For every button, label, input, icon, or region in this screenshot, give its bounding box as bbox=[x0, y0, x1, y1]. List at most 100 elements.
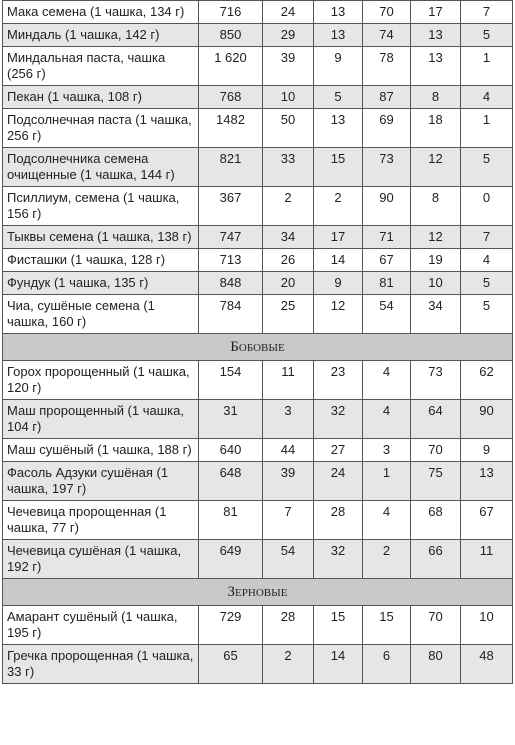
value-cell: 10 bbox=[262, 85, 314, 109]
product-name: Подсолнечная паста (1 чашка, 256 г) bbox=[2, 108, 199, 148]
value-cell: 154 bbox=[198, 360, 263, 400]
product-name: Фасоль Адзуки сушёная (1 чашка, 197 г) bbox=[2, 461, 199, 501]
table-row: Чиа, сушёные семена (1 чашка, 160 г) 784 2… bbox=[2, 294, 513, 334]
product-name: Миндаль (1 чашка, 142 г) bbox=[2, 23, 199, 47]
value-cell: 6 bbox=[362, 644, 411, 684]
table-row: Тыквы семена (1 чашка, 138 г) 747 34 17 71 12… bbox=[2, 225, 513, 249]
value-cell: 649 bbox=[198, 539, 263, 579]
product-name: Чиа, сушёные семена (1 чашка, 160 г) bbox=[2, 294, 199, 334]
value-cell: 13 bbox=[460, 461, 513, 501]
value-cell: 80 bbox=[410, 644, 461, 684]
value-cell: 75 bbox=[410, 461, 461, 501]
value-cell: 74 bbox=[362, 23, 411, 47]
value-cell: 33 bbox=[262, 147, 314, 187]
value-cell: 13 bbox=[313, 108, 363, 148]
table-row: Подсолнечная паста (1 чашка, 256 г) 1482 5… bbox=[2, 108, 513, 148]
value-cell: 39 bbox=[262, 461, 314, 501]
value-cell: 20 bbox=[262, 271, 314, 295]
value-cell: 640 bbox=[198, 438, 263, 462]
value-cell: 39 bbox=[262, 46, 314, 86]
product-name: Подсолнечника семена очищенные (1 чашка,… bbox=[2, 147, 199, 187]
product-name: Тыквы семена (1 чашка, 138 г) bbox=[2, 225, 199, 249]
value-cell: 90 bbox=[460, 399, 513, 439]
product-name: Маш пророщенный (1 чашка, 104 г) bbox=[2, 399, 199, 439]
value-cell: 31 bbox=[198, 399, 263, 439]
value-cell: 2 bbox=[262, 644, 314, 684]
table-row: Мака семена (1 чашка, 134 г) 716 24 13 70 17 7 bbox=[2, 0, 513, 24]
value-cell: 81 bbox=[362, 271, 411, 295]
table-row: Подсолнечника семена очищенные (1 чашка,… bbox=[2, 147, 513, 187]
value-cell: 10 bbox=[410, 271, 461, 295]
value-cell: 1 620 bbox=[198, 46, 263, 86]
value-cell: 67 bbox=[460, 500, 513, 540]
value-cell: 73 bbox=[410, 360, 461, 400]
value-cell: 0 bbox=[460, 186, 513, 226]
value-cell: 19 bbox=[410, 248, 461, 272]
value-cell: 9 bbox=[313, 46, 363, 86]
section-title: Зерновые bbox=[2, 578, 513, 606]
value-cell: 90 bbox=[362, 186, 411, 226]
table-row: Пекан (1 чашка, 108 г) 768 10 5 87 8 4 bbox=[2, 85, 513, 109]
value-cell: 784 bbox=[198, 294, 263, 334]
table-row: Миндаль (1 чашка, 142 г) 850 29 13 74 13 5 bbox=[2, 23, 513, 47]
value-cell: 48 bbox=[460, 644, 513, 684]
value-cell: 9 bbox=[460, 438, 513, 462]
product-name: Чечевица сушёная (1 чашка, 192 г) bbox=[2, 539, 199, 579]
value-cell: 4 bbox=[362, 360, 411, 400]
value-cell: 32 bbox=[313, 399, 363, 439]
value-cell: 14 bbox=[313, 248, 363, 272]
value-cell: 13 bbox=[410, 23, 461, 47]
value-cell: 11 bbox=[262, 360, 314, 400]
section-title: Бобовые bbox=[2, 333, 513, 361]
value-cell: 3 bbox=[262, 399, 314, 439]
value-cell: 4 bbox=[362, 500, 411, 540]
value-cell: 28 bbox=[262, 605, 314, 645]
value-cell: 69 bbox=[362, 108, 411, 148]
table-row: Фундук (1 чашка, 135 г) 848 20 9 81 10 5 bbox=[2, 271, 513, 295]
table-body: Мака семена (1 чашка, 134 г) 716 24 13 70 17 7… bbox=[2, 0, 513, 684]
value-cell: 15 bbox=[362, 605, 411, 645]
value-cell: 24 bbox=[313, 461, 363, 501]
value-cell: 713 bbox=[198, 248, 263, 272]
value-cell: 66 bbox=[410, 539, 461, 579]
product-name: Фисташки (1 чашка, 128 г) bbox=[2, 248, 199, 272]
value-cell: 729 bbox=[198, 605, 263, 645]
value-cell: 26 bbox=[262, 248, 314, 272]
value-cell: 7 bbox=[460, 0, 513, 24]
value-cell: 2 bbox=[313, 186, 363, 226]
value-cell: 850 bbox=[198, 23, 263, 47]
value-cell: 5 bbox=[460, 147, 513, 187]
value-cell: 23 bbox=[313, 360, 363, 400]
value-cell: 9 bbox=[313, 271, 363, 295]
value-cell: 12 bbox=[313, 294, 363, 334]
value-cell: 8 bbox=[410, 186, 461, 226]
value-cell: 1 bbox=[460, 46, 513, 86]
value-cell: 13 bbox=[410, 46, 461, 86]
value-cell: 64 bbox=[410, 399, 461, 439]
value-cell: 15 bbox=[313, 147, 363, 187]
table-row: Фисташки (1 чашка, 128 г) 713 26 14 67 19 4 bbox=[2, 248, 513, 272]
value-cell: 15 bbox=[313, 605, 363, 645]
value-cell: 17 bbox=[313, 225, 363, 249]
value-cell: 2 bbox=[262, 186, 314, 226]
value-cell: 1482 bbox=[198, 108, 263, 148]
table-row: Горох пророщенный (1 чашка, 120 г) 154 11 2… bbox=[2, 360, 513, 400]
value-cell: 848 bbox=[198, 271, 263, 295]
value-cell: 14 bbox=[313, 644, 363, 684]
value-cell: 1 bbox=[460, 108, 513, 148]
value-cell: 70 bbox=[410, 438, 461, 462]
value-cell: 17 bbox=[410, 0, 461, 24]
value-cell: 5 bbox=[460, 271, 513, 295]
value-cell: 5 bbox=[460, 294, 513, 334]
value-cell: 27 bbox=[313, 438, 363, 462]
table-row: Фасоль Адзуки сушёная (1 чашка, 197 г) 64… bbox=[2, 461, 513, 501]
value-cell: 29 bbox=[262, 23, 314, 47]
value-cell: 10 bbox=[460, 605, 513, 645]
value-cell: 54 bbox=[262, 539, 314, 579]
value-cell: 50 bbox=[262, 108, 314, 148]
value-cell: 747 bbox=[198, 225, 263, 249]
table-row: Чечевица сушёная (1 чашка, 192 г) 649 54 32… bbox=[2, 539, 513, 579]
value-cell: 4 bbox=[362, 399, 411, 439]
product-name: Пекан (1 чашка, 108 г) bbox=[2, 85, 199, 109]
